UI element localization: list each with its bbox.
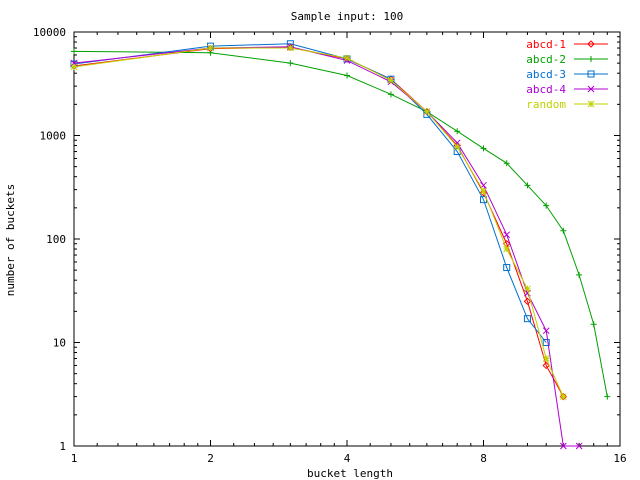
legend-entry-abcd-1: abcd-1 <box>526 38 608 51</box>
x-tick-label: 4 <box>344 452 351 465</box>
legend-marker-abcd-3 <box>587 70 595 78</box>
data-point-abcd-3 <box>523 315 531 323</box>
data-point-random <box>453 143 461 151</box>
data-point-abcd-2 <box>454 128 461 135</box>
legend-label-random: random <box>526 98 566 111</box>
data-point-abcd-2 <box>287 60 294 67</box>
data-point-abcd-2 <box>543 202 550 209</box>
data-point-abcd-2 <box>604 393 611 400</box>
data-point-abcd-1 <box>542 361 550 370</box>
legend-marker-abcd-2 <box>588 56 594 62</box>
legend: abcd-1 abcd-2 abcd-3 abcd-4 random <box>526 38 608 111</box>
data-point-random <box>503 245 511 253</box>
data-point-abcd-2 <box>480 145 487 152</box>
data-point-random <box>343 54 351 62</box>
series-random <box>70 44 567 400</box>
data-point-random <box>542 355 550 362</box>
data-point-abcd-1 <box>523 297 532 306</box>
data-point-abcd-2 <box>387 91 394 98</box>
legend-entry-abcd-2: abcd-2 <box>526 53 608 66</box>
legend-entry-abcd-3: abcd-3 <box>526 68 608 81</box>
data-point-abcd-2 <box>590 321 597 328</box>
data-point-abcd-3 <box>542 339 550 346</box>
axes: 1 2 4 8 16 1 10 100 1000 10000 <box>33 26 627 465</box>
x-tick-label: 8 <box>480 452 487 465</box>
series-line-random <box>73 47 564 397</box>
legend-marker-abcd-4 <box>587 85 595 93</box>
data-point-abcd-2 <box>576 271 583 278</box>
data-point-random <box>423 108 431 116</box>
data-point-abcd-2 <box>344 72 350 79</box>
chart-title: Sample input: 100 <box>291 10 404 23</box>
legend-label-abcd-2: abcd-2 <box>526 53 566 66</box>
legend-label-abcd-3: abcd-3 <box>526 68 566 81</box>
data-point-abcd-1 <box>479 189 488 197</box>
legend-entry-abcd-4: abcd-4 <box>526 83 608 96</box>
x-axis-label: bucket length <box>307 467 393 480</box>
y-tick-label: 1000 <box>40 130 67 143</box>
data-point-random <box>387 77 395 84</box>
legend-label-abcd-4: abcd-4 <box>526 83 566 96</box>
y-tick-label: 10 <box>53 337 66 350</box>
x-tick-label: 16 <box>613 452 626 465</box>
series-line-abcd-3 <box>73 43 547 343</box>
legend-entry-random: random <box>526 98 608 111</box>
data-point-random <box>286 44 294 52</box>
series-layer <box>70 40 611 450</box>
data-point-abcd-4 <box>542 327 550 335</box>
data-point-abcd-3 <box>503 264 511 272</box>
data-point-random <box>559 393 567 400</box>
legend-marker-abcd-1 <box>587 40 595 48</box>
data-point-abcd-4 <box>503 231 511 239</box>
data-point-abcd-2 <box>560 227 567 234</box>
data-point-abcd-2 <box>524 182 531 189</box>
y-axis-label: number of buckets <box>4 184 17 297</box>
x-tick-label: 2 <box>207 452 214 465</box>
legend-marker-random <box>587 100 595 108</box>
data-point-abcd-2 <box>71 48 77 55</box>
series-line-abcd-1 <box>73 46 564 397</box>
data-point-random <box>480 187 487 195</box>
data-point-abcd-4 <box>559 442 567 450</box>
data-point-abcd-4 <box>575 442 583 450</box>
data-point-abcd-2 <box>503 160 510 167</box>
data-point-random <box>524 285 531 293</box>
data-point-random <box>70 63 78 71</box>
legend-label-abcd-1: abcd-1 <box>526 38 566 51</box>
data-point-random <box>207 44 214 52</box>
series-abcd-3 <box>70 40 550 346</box>
y-tick-label: 1 <box>59 440 66 453</box>
y-tick-label: 10000 <box>33 26 66 39</box>
series-abcd-1 <box>70 43 568 401</box>
x-tick-label: 1 <box>71 452 78 465</box>
y-tick-label: 100 <box>46 233 66 246</box>
